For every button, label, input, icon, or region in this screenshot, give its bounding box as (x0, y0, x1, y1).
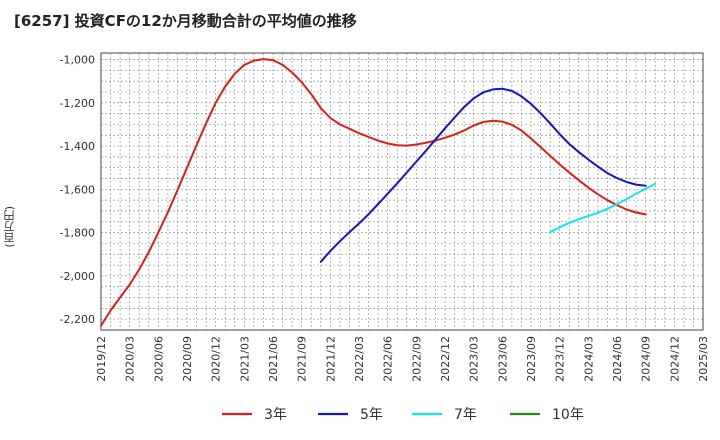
x-tick-label: 2021/06 (267, 336, 280, 382)
chart-title: [6257] 投資CFの12か月移動合計の平均値の推移 (14, 12, 357, 30)
y-tick-label: -1,800 (60, 227, 95, 240)
x-tick-label: 2022/12 (439, 336, 452, 382)
x-tick-label: 2020/03 (124, 336, 137, 382)
series-line-1 (100, 58, 647, 327)
y-tick-label: -1,400 (60, 140, 95, 153)
x-tick-label: 2025/03 (697, 336, 710, 382)
x-tick-label: 2019/12 (95, 336, 108, 382)
x-tick-label: 2022/03 (353, 336, 366, 382)
legend-label-1: 3年 (264, 407, 287, 423)
x-tick-label: 2021/09 (296, 336, 309, 382)
y-tick-label: -1,600 (60, 183, 95, 196)
legend-label-3: 7年 (454, 407, 477, 423)
x-tick-label: 2023/09 (525, 336, 538, 382)
series-line-3 (549, 182, 657, 234)
x-tick-label: 2020/12 (210, 336, 223, 382)
plot-frame (100, 52, 704, 331)
x-tick-label: 2024/09 (640, 336, 653, 382)
x-tick-label: 2024/12 (668, 336, 681, 382)
y-tick-label: -2,000 (60, 270, 95, 283)
x-tick-label: 2023/06 (496, 336, 509, 382)
grid-layer (101, 53, 703, 330)
x-tick-label: 2022/06 (382, 336, 395, 382)
x-tick-label: 2021/12 (324, 336, 337, 382)
x-tick-label: 2020/06 (152, 336, 165, 382)
x-tick-label: 2021/03 (238, 336, 251, 382)
legend-label-2: 5年 (360, 407, 383, 423)
y-tick-label: -2,200 (60, 313, 95, 326)
x-tick-label: 2020/09 (181, 336, 194, 382)
legend-label-4: 10年 (552, 407, 584, 423)
y-tick-label: -1,200 (60, 97, 95, 110)
y-tick-label: -1,000 (60, 53, 95, 66)
series-line-2 (319, 87, 647, 263)
legend: 3年 5年 7年 10年 (222, 407, 584, 423)
x-tick-label: 2022/09 (410, 336, 423, 382)
x-tick-label: 2023/12 (554, 336, 567, 382)
series-layer (100, 58, 657, 327)
axis-layer: -1,000 -1,200 -1,400 -1,600 -1,800 -2,000 -2,2… (60, 52, 710, 382)
x-tick-label: 2024/03 (582, 336, 595, 382)
x-tick-label: 2024/06 (611, 336, 624, 382)
x-tick-label: 2023/03 (468, 336, 481, 382)
